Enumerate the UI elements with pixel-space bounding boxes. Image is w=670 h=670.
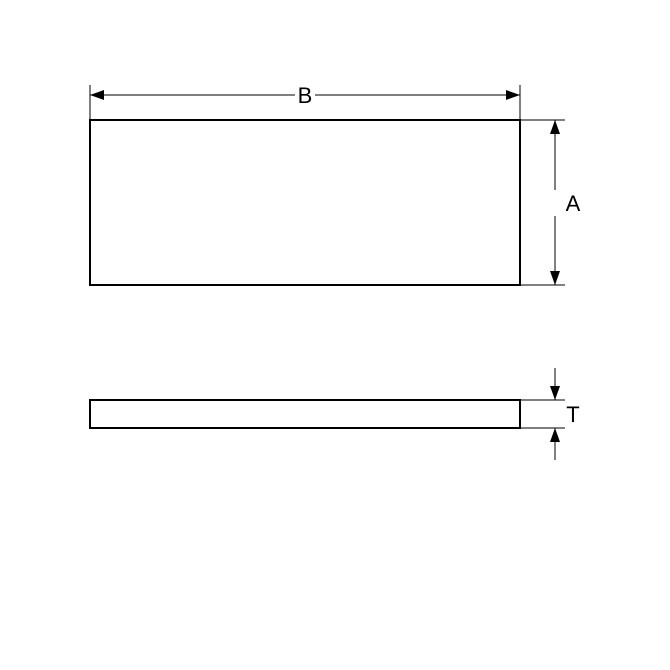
dimension-a: A [520, 120, 581, 285]
arrowhead-down [550, 271, 560, 285]
bottom-rect [90, 400, 520, 428]
arrowhead-down-outer [550, 386, 560, 400]
top-rect [90, 120, 520, 285]
arrowhead-up [550, 120, 560, 134]
dimension-t: T [520, 368, 580, 460]
arrowhead-up-outer [550, 428, 560, 442]
label-b: B [298, 83, 313, 108]
label-t: T [566, 402, 579, 427]
dimension-diagram: B A T [0, 0, 670, 670]
arrowhead-right [506, 90, 520, 100]
dimension-b: B [90, 82, 520, 120]
arrowhead-left [90, 90, 104, 100]
label-a: A [566, 191, 581, 216]
